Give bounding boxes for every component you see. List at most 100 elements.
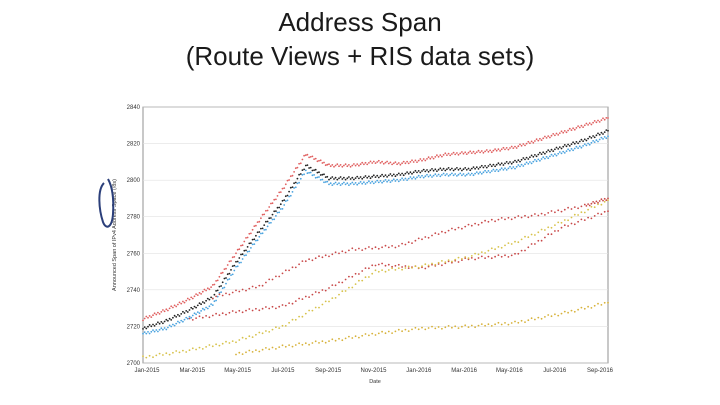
data-point bbox=[213, 293, 216, 296]
data-point bbox=[467, 151, 470, 154]
data-point bbox=[530, 317, 533, 320]
data-point bbox=[183, 312, 186, 314]
data-point bbox=[416, 161, 418, 164]
x-tick-label: Sep-2016 bbox=[587, 368, 614, 374]
y-tick-label: 2760 bbox=[127, 251, 141, 257]
data-point bbox=[261, 332, 264, 335]
data-point bbox=[489, 163, 491, 166]
data-point bbox=[522, 143, 525, 145]
data-point bbox=[547, 212, 550, 214]
data-point bbox=[198, 346, 201, 349]
data-point bbox=[467, 172, 470, 175]
data-point bbox=[554, 148, 556, 151]
data-point bbox=[278, 206, 281, 209]
data-point bbox=[520, 238, 523, 241]
data-point bbox=[590, 217, 593, 220]
data-point bbox=[387, 263, 390, 266]
data-point bbox=[248, 250, 251, 253]
data-point bbox=[271, 218, 274, 221]
data-point bbox=[570, 148, 573, 150]
series-3 bbox=[188, 210, 609, 321]
data-point bbox=[530, 162, 533, 165]
data-point bbox=[396, 173, 398, 176]
data-point bbox=[424, 170, 427, 173]
data-point bbox=[313, 174, 315, 176]
data-point bbox=[180, 302, 183, 305]
data-point bbox=[554, 224, 556, 227]
data-point bbox=[431, 262, 433, 265]
data-point bbox=[364, 333, 367, 335]
data-point bbox=[550, 315, 553, 318]
data-point bbox=[484, 165, 486, 167]
data-point bbox=[461, 325, 463, 328]
data-point bbox=[482, 166, 485, 169]
data-point bbox=[321, 162, 324, 164]
data-point bbox=[208, 344, 211, 346]
data-point bbox=[437, 173, 440, 176]
data-point bbox=[163, 320, 166, 323]
data-point bbox=[480, 164, 483, 167]
data-point bbox=[578, 145, 581, 148]
data-point bbox=[544, 157, 546, 160]
data-point bbox=[309, 171, 312, 174]
data-point bbox=[155, 313, 158, 316]
data-point bbox=[152, 323, 154, 326]
data-point bbox=[568, 149, 571, 152]
data-point bbox=[168, 307, 171, 310]
data-point bbox=[211, 314, 214, 317]
data-point bbox=[185, 310, 188, 312]
data-point bbox=[603, 200, 606, 203]
data-point bbox=[451, 167, 453, 170]
data-point bbox=[394, 246, 397, 249]
data-point bbox=[454, 168, 457, 171]
data-point bbox=[158, 322, 161, 325]
data-point bbox=[233, 256, 236, 258]
data-point bbox=[570, 222, 573, 225]
data-point bbox=[454, 173, 457, 175]
data-point bbox=[366, 181, 369, 184]
data-point bbox=[231, 273, 234, 276]
data-point bbox=[386, 160, 388, 163]
data-point bbox=[441, 260, 443, 262]
data-point bbox=[573, 128, 576, 131]
data-point bbox=[500, 217, 503, 219]
data-point bbox=[368, 246, 370, 248]
data-point bbox=[208, 288, 211, 291]
data-point bbox=[580, 306, 583, 309]
data-point bbox=[557, 148, 560, 150]
data-point bbox=[490, 151, 493, 154]
data-point bbox=[439, 175, 442, 178]
data-point bbox=[298, 263, 300, 266]
data-point bbox=[529, 156, 531, 159]
data-point bbox=[595, 134, 598, 137]
data-point bbox=[293, 182, 295, 185]
data-point bbox=[540, 228, 543, 231]
data-point bbox=[537, 158, 540, 161]
data-point bbox=[510, 162, 513, 165]
data-point bbox=[407, 330, 410, 332]
data-point bbox=[314, 340, 317, 343]
data-point bbox=[278, 305, 281, 308]
title-line-1: Address Span bbox=[278, 7, 442, 37]
data-point bbox=[221, 312, 224, 315]
data-point bbox=[160, 311, 163, 313]
y-tick-label: 2780 bbox=[127, 215, 141, 221]
data-point bbox=[147, 316, 149, 319]
data-point bbox=[188, 309, 191, 311]
data-point bbox=[382, 175, 385, 178]
data-point bbox=[314, 168, 317, 171]
data-point bbox=[361, 177, 364, 180]
data-point bbox=[389, 181, 392, 184]
data-point bbox=[593, 141, 596, 144]
data-point bbox=[558, 132, 561, 135]
series-4 bbox=[142, 199, 609, 359]
data-point bbox=[241, 258, 244, 260]
data-point bbox=[484, 169, 486, 172]
data-point bbox=[544, 316, 546, 318]
data-point bbox=[283, 204, 286, 206]
data-point bbox=[225, 282, 227, 285]
data-point bbox=[331, 284, 334, 286]
data-point bbox=[323, 173, 325, 176]
data-point bbox=[326, 163, 329, 166]
data-point bbox=[598, 133, 601, 136]
